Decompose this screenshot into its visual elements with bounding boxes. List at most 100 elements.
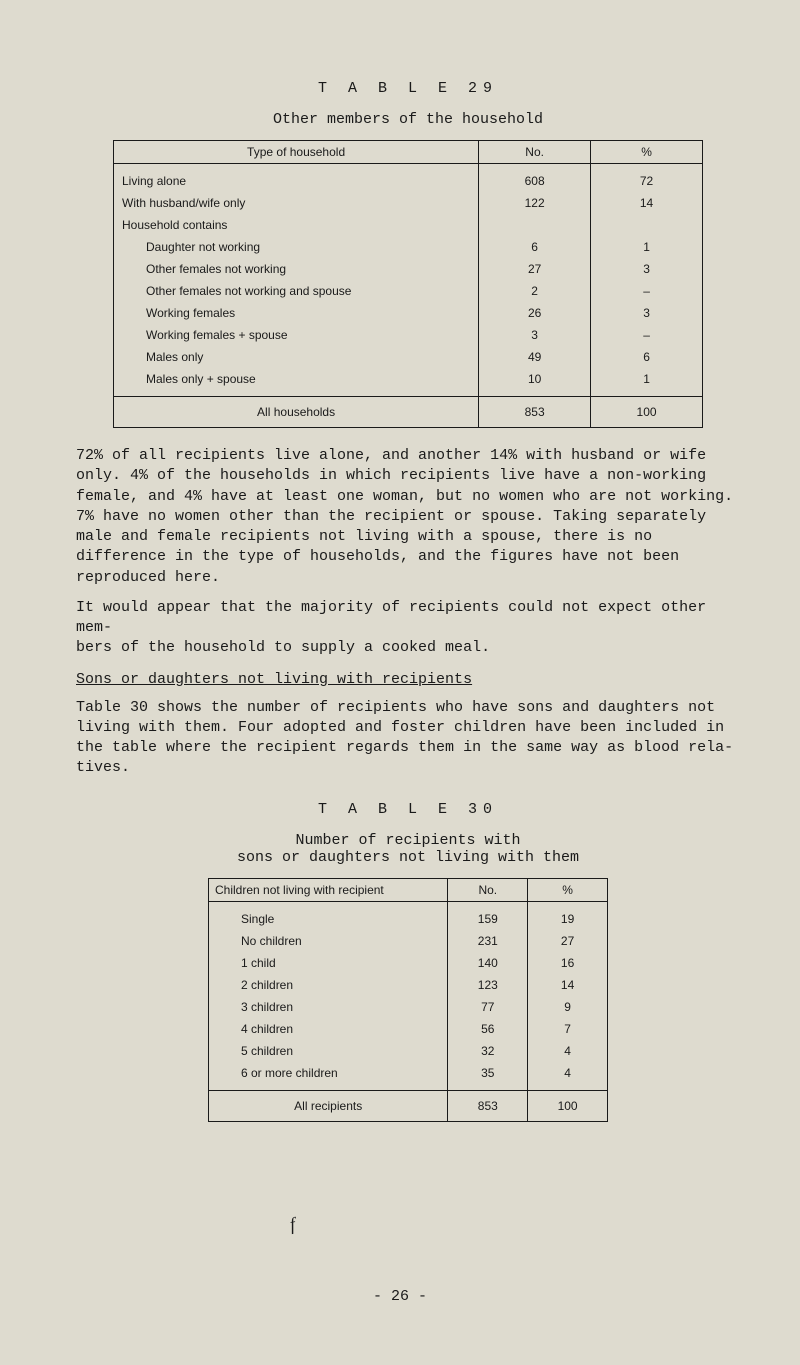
t29-no: 608 xyxy=(479,164,591,193)
t29-pct: 6 xyxy=(591,346,703,368)
table-30: Children not living with recipient No. %… xyxy=(208,878,608,1122)
t29-no: 10 xyxy=(479,368,591,397)
table30-subtitle-2: sons or daughters not living with them xyxy=(76,849,740,866)
page: T A B L E 29 Other members of the househ… xyxy=(0,0,800,1365)
t29-no: 122 xyxy=(479,192,591,214)
table-row: No children 231 27 xyxy=(209,930,608,952)
paragraph-3: Table 30 shows the number of recipients … xyxy=(76,698,740,779)
t29-col-no: No. xyxy=(479,141,591,164)
table-row: Other females not working and spouse 2 – xyxy=(114,280,703,302)
t30-col-pct: % xyxy=(528,878,608,901)
table-row: Single 159 19 xyxy=(209,901,608,930)
paragraph-1: 72% of all recipients live alone, and an… xyxy=(76,446,740,588)
t29-no: 26 xyxy=(479,302,591,324)
t29-footer-pct: 100 xyxy=(591,397,703,428)
table-row: 6 or more children 35 4 xyxy=(209,1062,608,1091)
t29-no: 2 xyxy=(479,280,591,302)
table-row: 3 children 77 9 xyxy=(209,996,608,1018)
paragraph-2: It would appear that the majority of rec… xyxy=(76,598,740,659)
t30-label: 5 children xyxy=(209,1040,448,1062)
t30-no: 159 xyxy=(448,901,528,930)
t30-pct: 27 xyxy=(528,930,608,952)
t29-col-type: Type of household xyxy=(114,141,479,164)
table-row: Working females 26 3 xyxy=(114,302,703,324)
t29-label: Males only + spouse xyxy=(114,368,479,397)
t30-no: 231 xyxy=(448,930,528,952)
table29-subtitle: Other members of the household xyxy=(76,111,740,128)
table-29: Type of household No. % Living alone 608… xyxy=(113,140,703,428)
t30-col-children: Children not living with recipient xyxy=(209,878,448,901)
page-number: - 26 - xyxy=(0,1288,800,1305)
t29-footer-label: All households xyxy=(114,397,479,428)
t29-label: Daughter not working xyxy=(114,236,479,258)
t30-pct: 7 xyxy=(528,1018,608,1040)
t30-pct: 4 xyxy=(528,1062,608,1091)
t30-no: 32 xyxy=(448,1040,528,1062)
table-row: 4 children 56 7 xyxy=(209,1018,608,1040)
table30-subtitle-1: Number of recipients with xyxy=(76,832,740,849)
t30-label: 6 or more children xyxy=(209,1062,448,1091)
t29-label: Working females + spouse xyxy=(114,324,479,346)
table30-heading: T A B L E 30 xyxy=(76,801,740,818)
t30-pct: 4 xyxy=(528,1040,608,1062)
t29-no: 3 xyxy=(479,324,591,346)
table-footer-row: All recipients 853 100 xyxy=(209,1090,608,1121)
table-row: Males only 49 6 xyxy=(114,346,703,368)
t30-no: 35 xyxy=(448,1062,528,1091)
table-row: 2 children 123 14 xyxy=(209,974,608,996)
t30-no: 140 xyxy=(448,952,528,974)
t29-pct xyxy=(591,214,703,236)
t30-footer-label: All recipients xyxy=(209,1090,448,1121)
table-footer-row: All households 853 100 xyxy=(114,397,703,428)
t29-pct: 14 xyxy=(591,192,703,214)
t29-label: With husband/wife only xyxy=(114,192,479,214)
t29-pct: 1 xyxy=(591,368,703,397)
table-row: Males only + spouse 10 1 xyxy=(114,368,703,397)
t30-label: 1 child xyxy=(209,952,448,974)
t29-pct: – xyxy=(591,280,703,302)
t29-pct: – xyxy=(591,324,703,346)
t29-label: Other females not working xyxy=(114,258,479,280)
t30-col-no: No. xyxy=(448,878,528,901)
t29-no: 49 xyxy=(479,346,591,368)
t29-pct: 3 xyxy=(591,258,703,280)
t29-label: Males only xyxy=(114,346,479,368)
t29-label: Living alone xyxy=(114,164,479,193)
t29-label: Working females xyxy=(114,302,479,324)
t30-label: No children xyxy=(209,930,448,952)
t30-footer-pct: 100 xyxy=(528,1090,608,1121)
t29-no xyxy=(479,214,591,236)
table-row: Working females + spouse 3 – xyxy=(114,324,703,346)
table-row: 1 child 140 16 xyxy=(209,952,608,974)
t29-no: 6 xyxy=(479,236,591,258)
table29-heading: T A B L E 29 xyxy=(76,80,740,97)
t30-pct: 14 xyxy=(528,974,608,996)
t29-no: 27 xyxy=(479,258,591,280)
table-row: 5 children 32 4 xyxy=(209,1040,608,1062)
t29-pct: 3 xyxy=(591,302,703,324)
stray-mark: f xyxy=(288,1214,297,1236)
table-row: Living alone 608 72 xyxy=(114,164,703,193)
t30-label: 4 children xyxy=(209,1018,448,1040)
t29-label: Other females not working and spouse xyxy=(114,280,479,302)
subheading-sons-daughters: Sons or daughters not living with recipi… xyxy=(76,671,740,688)
t29-pct: 72 xyxy=(591,164,703,193)
table-row: Other females not working 27 3 xyxy=(114,258,703,280)
t30-pct: 9 xyxy=(528,996,608,1018)
t30-pct: 16 xyxy=(528,952,608,974)
t29-pct: 1 xyxy=(591,236,703,258)
t30-footer-no: 853 xyxy=(448,1090,528,1121)
table-row: Daughter not working 6 1 xyxy=(114,236,703,258)
t30-pct: 19 xyxy=(528,901,608,930)
t29-footer-no: 853 xyxy=(479,397,591,428)
t30-label: 3 children xyxy=(209,996,448,1018)
t30-label: Single xyxy=(209,901,448,930)
t30-no: 77 xyxy=(448,996,528,1018)
t30-no: 123 xyxy=(448,974,528,996)
t30-label: 2 children xyxy=(209,974,448,996)
table-row: Household contains xyxy=(114,214,703,236)
t29-label: Household contains xyxy=(114,214,479,236)
t30-no: 56 xyxy=(448,1018,528,1040)
table-row: With husband/wife only 122 14 xyxy=(114,192,703,214)
t29-col-pct: % xyxy=(591,141,703,164)
